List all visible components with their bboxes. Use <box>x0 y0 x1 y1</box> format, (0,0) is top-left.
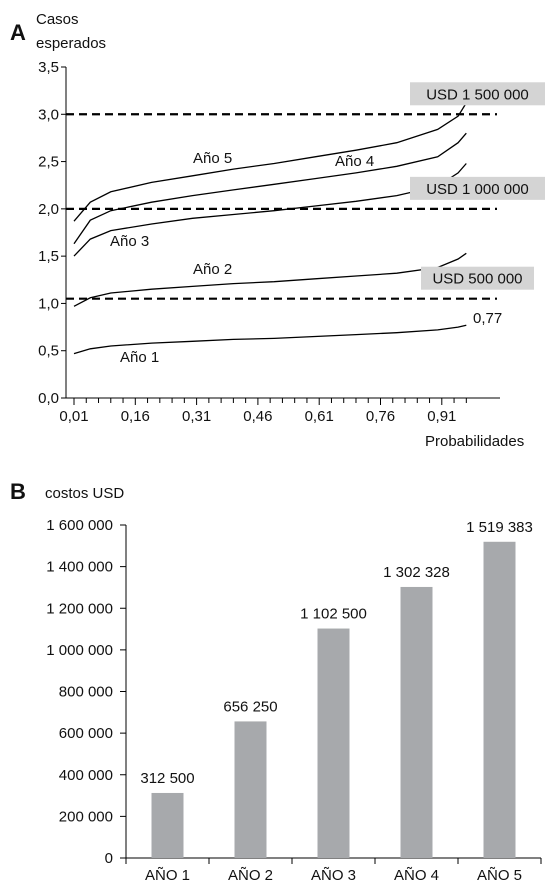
panel-a-threshold-label: USD 500 000 <box>432 271 522 288</box>
panel-a-x-tick-label: 0,16 <box>121 408 150 425</box>
panel-b-value-label: 1 102 500 <box>300 606 367 623</box>
panel-b-value-label: 656 250 <box>223 698 277 715</box>
panel-a-x-tick-label: 0,91 <box>427 408 456 425</box>
panel-a-plot: 0,0 0,5 1,0 1,5 2,0 2,5 3,0 3,5 0,01 0,16 0,31 0,46… <box>38 59 545 425</box>
panel-a-x-tick-label: 0,31 <box>182 408 211 425</box>
panel-a-xlabel: Probabilidades <box>425 433 524 450</box>
panel-a-y-tick-label: 2,5 <box>38 154 59 171</box>
panel-a-y-tick-label: 1,5 <box>38 248 59 265</box>
panel-b-y-tick-label: 1 000 000 <box>46 642 113 659</box>
panel-b-bar <box>234 721 267 858</box>
panel-b-y-tick-label: 400 000 <box>59 767 113 784</box>
panel-b-y-tick-label: 800 000 <box>59 684 113 701</box>
panel-a-ylabel-line2: esperados <box>36 35 106 52</box>
panel-a-y-tick-label: 2,0 <box>38 201 59 218</box>
panel-b-bar <box>400 586 433 858</box>
panel-a-ylabel-line1: Casos <box>36 11 79 28</box>
panel-a-curve-1 <box>73 324 467 355</box>
panel-b-bar <box>317 628 350 858</box>
panel-b-category-label: AÑO 3 <box>311 867 356 884</box>
panel-a-x-tick-label: 0,61 <box>305 408 334 425</box>
panel-b-category-label: AÑO 1 <box>145 867 190 884</box>
panel-b-y-tick-label: 0 <box>105 850 113 867</box>
panel-b-category-label: AÑO 5 <box>477 867 522 884</box>
panel-b-bar <box>151 792 184 858</box>
panel-a-y-tick-label: 0,5 <box>38 343 59 360</box>
panel-a-x-tick-label: 0,01 <box>59 408 88 425</box>
panel-a-series-label: Año 1 <box>120 349 159 366</box>
panel-a-threshold-box <box>410 82 545 106</box>
panel-b-category-label: AÑO 4 <box>394 867 439 884</box>
panel-b-y-tick-label: 200 000 <box>59 808 113 825</box>
panel-a-curve-4 <box>73 132 467 245</box>
panel-a-threshold-label: USD 1 000 000 <box>426 181 529 198</box>
panel-a-x-tick-label: 0,46 <box>243 408 272 425</box>
panel-a-y-tick-label: 3,0 <box>38 106 59 123</box>
panel-a-letter: A <box>10 20 26 45</box>
panel-a-series-label: Año 4 <box>335 153 374 170</box>
panel-a-curve-5 <box>73 102 467 222</box>
panel-a-y-tick-label: 0,0 <box>38 390 59 407</box>
panel-a-y-tick-label: 3,5 <box>38 59 59 76</box>
panel-b-value-label: 312 500 <box>140 770 194 787</box>
panel-a-threshold-box <box>421 266 534 290</box>
panel-b-category-label: AÑO 2 <box>228 867 273 884</box>
panel-a-annotation: 0,77 <box>473 310 502 327</box>
panel-a-x-tick-label: 0,76 <box>366 408 395 425</box>
panel-a-threshold-label: USD 1 500 000 <box>426 86 529 103</box>
panel-b-y-tick-label: 600 000 <box>59 725 113 742</box>
panel-b-letter: B <box>10 479 26 504</box>
panel-b-bar <box>483 541 516 858</box>
panel-a-threshold-box <box>410 176 545 200</box>
panel-a-series-label: Año 2 <box>193 261 232 278</box>
panel-b-plot: 0 200 000 400 000 600 000 800 000 1 000 000 1 … <box>46 517 542 884</box>
panel-a-y-tick-label: 1,0 <box>38 295 59 312</box>
panel-a-series-label: Año 3 <box>110 233 149 250</box>
panel-a-series-label: Año 5 <box>193 150 232 167</box>
panel-b-y-tick-label: 1 200 000 <box>46 600 113 617</box>
panel-b-ylabel: costos USD <box>45 485 124 502</box>
panel-b-value-label: 1 302 328 <box>383 564 450 581</box>
panel-b-y-tick-label: 1 400 000 <box>46 559 113 576</box>
panel-b-y-tick-label: 1 600 000 <box>46 517 113 534</box>
panel-b-value-label: 1 519 383 <box>466 519 533 536</box>
